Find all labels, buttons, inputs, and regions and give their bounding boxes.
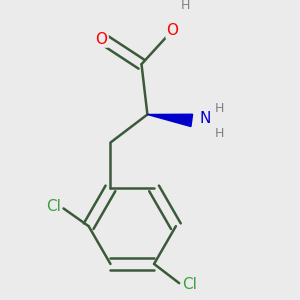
Text: N: N <box>200 111 211 126</box>
Text: H: H <box>181 0 190 12</box>
Text: Cl: Cl <box>182 277 197 292</box>
Text: H: H <box>215 127 224 140</box>
Text: O: O <box>96 32 108 46</box>
Text: Cl: Cl <box>46 200 61 214</box>
Polygon shape <box>147 114 193 127</box>
Text: H: H <box>215 102 224 115</box>
Text: O: O <box>167 23 178 38</box>
